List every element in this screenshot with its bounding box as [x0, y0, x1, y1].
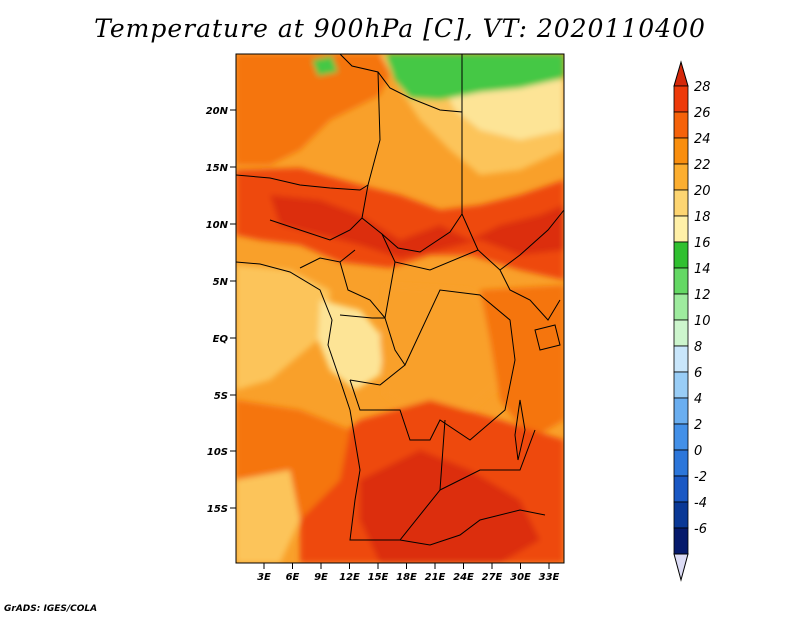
colorbar-swatch [673, 527, 689, 555]
lat-label: 15N [206, 163, 229, 174]
field-guinea-coast [236, 265, 330, 390]
colorbar-top-arrow [673, 60, 689, 87]
colorbar-label: 0 [694, 444, 702, 459]
colorbar-swatch [673, 449, 689, 477]
field-sahel-hot [236, 168, 564, 280]
lat-label: EQ [213, 334, 229, 345]
border-car [381, 233, 479, 271]
field-north-warm [236, 54, 400, 165]
colorbar-swatch [673, 85, 689, 113]
lon-label: 18E [396, 572, 417, 583]
colorbar-label: 10 [694, 314, 711, 329]
border-south [399, 509, 546, 546]
colorbar-label: 28 [694, 80, 711, 95]
lon-label: 9E [314, 572, 328, 583]
colorbar-label: 4 [694, 392, 702, 407]
colorbar-swatch [673, 371, 689, 399]
coastline-west [236, 261, 351, 411]
lake-tanganyika [514, 399, 526, 461]
field-south-hottest [360, 450, 540, 563]
field-atlantic-mild [236, 470, 300, 563]
colorbar-swatch [673, 397, 689, 425]
border-zambia [439, 429, 536, 491]
lat-label: 5S [214, 391, 228, 402]
colorbar-label: -6 [694, 522, 707, 537]
colorbar-swatch [673, 345, 689, 373]
colorbar-label: -2 [694, 470, 707, 485]
colorbar-label: 24 [694, 132, 711, 147]
field-sahel-hottest [270, 195, 564, 258]
border-gabon-congo [339, 314, 406, 386]
lat-label: 20N [206, 106, 229, 117]
border-east [499, 269, 561, 321]
lon-label: 24E [453, 572, 474, 583]
map-title: Temperature at 900hPa [C], VT: 202011040… [94, 14, 706, 43]
colorbar-label: -4 [694, 496, 707, 511]
lat-label: 5N [213, 277, 229, 288]
credit-text: GrADS: IGES/COLA [4, 604, 98, 614]
plot-frame [235, 53, 565, 564]
colorbar-swatch [673, 163, 689, 191]
lon-label: 30E [510, 572, 531, 583]
field-congo [380, 285, 510, 420]
border-nigeria [269, 217, 363, 269]
lon-label: 27E [482, 572, 503, 583]
colorbar-label: 12 [694, 288, 711, 303]
lat-label: 10N [206, 220, 229, 231]
lon-label: 15E [368, 572, 389, 583]
colorbar-swatch [673, 501, 689, 529]
colorbar-swatch [673, 189, 689, 217]
lon-label: 3E [257, 572, 271, 583]
lon-label: 12E [339, 572, 360, 583]
colorbar-label: 14 [694, 262, 711, 277]
colorbar-label: 6 [694, 366, 702, 381]
colorbar-swatch [673, 293, 689, 321]
border-drc [349, 289, 516, 441]
field-gabon-cool [318, 300, 385, 390]
colorbar-label: 22 [694, 158, 711, 173]
colorbar-label: 20 [694, 184, 711, 199]
colorbar-label: 8 [694, 340, 702, 355]
lon-label: 21E [425, 572, 446, 583]
colorbar-label: 18 [694, 210, 711, 225]
lat-label: 15S [207, 504, 228, 515]
field-north-green-small [312, 56, 338, 76]
temperature-field [236, 54, 564, 563]
border-niger [236, 174, 369, 191]
colorbar-swatch [673, 137, 689, 165]
field-northeast-cool [440, 80, 564, 140]
lon-label: 6E [286, 572, 300, 583]
colorbar-swatch [673, 423, 689, 451]
colorbar-swatch [673, 319, 689, 347]
border-algeria-libya [339, 54, 463, 160]
colorbar-swatch [673, 111, 689, 139]
colorbar-swatch [673, 267, 689, 295]
colorbar-label: 2 [694, 418, 702, 433]
colorbar-label: 16 [694, 236, 711, 251]
field-east-lakes [480, 285, 564, 440]
colorbar-swatch [673, 475, 689, 503]
longitude-axis: 3E 6E 9E 12E 15E 18E 21E 24E 27E 30E 33E [257, 563, 560, 583]
lat-label: 10S [207, 447, 228, 458]
country-borders [236, 54, 564, 546]
lon-label: 33E [539, 572, 560, 583]
colorbar-label: 26 [694, 106, 711, 121]
colorbar-swatch [673, 241, 689, 269]
colorbar-bottom-arrow [673, 553, 689, 582]
colorbar-swatch [673, 215, 689, 243]
latitude-axis: 20N 15N 10N 5N EQ 5S 10S 15S [206, 106, 236, 515]
border-cameroon [339, 261, 396, 320]
lake-victoria [534, 324, 561, 351]
field-north-green [385, 54, 564, 100]
